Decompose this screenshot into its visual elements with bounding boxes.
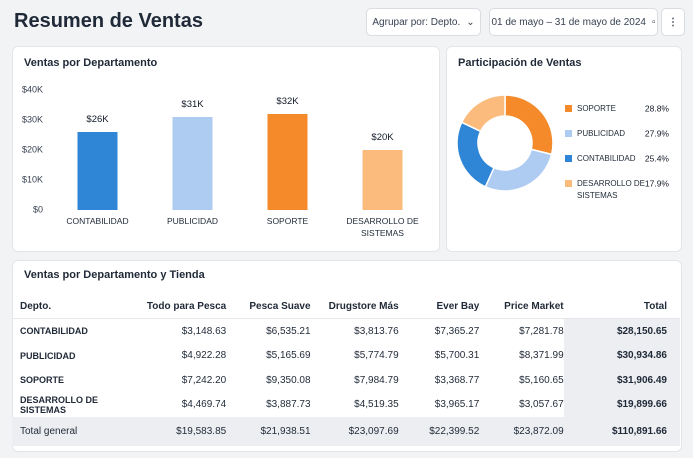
- column-header: Todo para Pesca: [143, 295, 227, 319]
- donut-title: Participación de Ventas: [458, 57, 582, 69]
- table-cell: $7,365.27: [434, 325, 480, 337]
- legend-label: DESARROLLO DE SISTEMAS: [577, 179, 646, 200]
- table-cell: SOPORTE: [20, 375, 65, 386]
- table-cell: $5,774.79: [354, 350, 399, 362]
- legend-swatch: [565, 130, 572, 137]
- table-cell: $4,469.74: [181, 399, 227, 411]
- table-cell: $3,965.17: [434, 399, 480, 411]
- table-cell: PUBLICIDAD: [20, 350, 76, 361]
- total-cell: $22,399.52: [398, 417, 480, 446]
- table-row: DESARROLLO DE SISTEMAS $4,469.74 $3,887.73…: [12, 392, 680, 417]
- table-cell: $7,281.78: [519, 325, 564, 337]
- table-cell: $5,160.65: [519, 374, 564, 386]
- table-row: CONTABILIDAD $3,148.63 $6,535.21 $3,813.76 $…: [12, 318, 680, 344]
- table-cell: $30,934.86: [563, 343, 680, 368]
- group-by-select[interactable]: Agrupar por: Depto. ⌄: [366, 8, 481, 36]
- table-title: Ventas por Departamento y Tienda: [24, 269, 205, 281]
- column-header: Price Market: [479, 295, 564, 319]
- table-cell: $5,165.69: [266, 350, 311, 362]
- legend-label: PUBLICIDAD: [577, 129, 626, 138]
- table-cell: $31,906.49: [563, 368, 680, 393]
- legend-label: SOPORTE: [577, 104, 616, 113]
- table-cell: $3,887.73: [266, 399, 311, 411]
- table-cell: $7,242.20: [181, 374, 227, 386]
- legend-value: 28.8%: [645, 103, 670, 113]
- date-range-picker[interactable]: 01 de mayo – 31 de mayo de 2024 ▫: [489, 8, 658, 36]
- bar-title: Ventas por Departamento: [24, 57, 158, 69]
- legend-swatch: [565, 180, 572, 187]
- legend-label: CONTABILIDAD: [577, 154, 636, 163]
- x-tick-label: PUBLICIDAD: [166, 216, 218, 226]
- legend-value: 17.9%: [645, 178, 670, 188]
- total-cell: Total general: [12, 417, 144, 446]
- table-cell: $3,148.63: [181, 325, 227, 337]
- donut-slice: [484, 148, 553, 192]
- donut-card: [446, 46, 682, 252]
- table-cell: $3,813.76: [354, 325, 399, 337]
- total-cell: $23,097.69: [310, 417, 399, 446]
- table-cell: $4,922.28: [181, 350, 227, 362]
- table-row: PUBLICIDAD $4,922.28 $5,165.69 $5,774.79 $5,…: [12, 343, 680, 368]
- table-cell: $28,150.65: [563, 318, 680, 344]
- donut-slice: [504, 94, 554, 156]
- bar: [77, 132, 118, 210]
- table-cell: $3,368.77: [434, 374, 480, 386]
- table-cell: $9,350.08: [266, 374, 311, 386]
- legend-swatch: [565, 155, 572, 162]
- bar: [172, 117, 213, 210]
- page-title: Resumen de Ventas: [14, 10, 203, 32]
- table-cell: CONTABILIDAD: [20, 326, 88, 337]
- y-tick-label: $0: [33, 204, 43, 214]
- total-cell: $21,938.51: [226, 417, 311, 446]
- table-cell: $4,519.35: [354, 399, 399, 411]
- y-tick-label: $30K: [22, 114, 43, 124]
- table-cell: DESARROLLO DE SISTEMAS: [20, 394, 99, 415]
- table-cell: $6,535.21: [266, 325, 311, 337]
- legend-value: 27.9%: [645, 128, 670, 138]
- table-row: SOPORTE $7,242.20 $9,350.08 $7,984.79 $3,368…: [12, 368, 680, 393]
- legend-swatch: [565, 105, 572, 112]
- bar: [267, 114, 308, 210]
- table-cell: $3,057.67: [519, 399, 564, 411]
- sales-table: Depto. Todo para Pesca Pesca Suave Drugstor…: [12, 295, 680, 446]
- column-header: Ever Bay: [398, 295, 480, 319]
- donut-slice: [456, 121, 495, 188]
- bar-value-label: $20K: [371, 132, 394, 143]
- bar: [362, 150, 403, 210]
- bar-value-label: $32K: [276, 96, 299, 107]
- date-range-text: 01 de mayo – 31 de mayo de 2024: [491, 16, 646, 28]
- x-tick-label: CONTABILIDAD: [66, 216, 129, 226]
- donut-slice: [460, 94, 506, 133]
- column-header: Total: [563, 295, 680, 319]
- y-tick-label: $40K: [22, 84, 43, 94]
- y-tick-label: $20K: [22, 144, 43, 154]
- more-menu[interactable]: ⋮: [661, 8, 685, 36]
- total-cell: $23,872.09: [479, 417, 564, 446]
- bar-value-label: $31K: [181, 99, 204, 110]
- table-cell: $19,899.66: [563, 392, 680, 417]
- table-cell: $5,700.31: [434, 350, 480, 362]
- total-cell: $19,583.85: [143, 417, 227, 446]
- total-cell: $110,891.66: [563, 417, 680, 446]
- bar-value-label: $26K: [86, 114, 109, 125]
- table-cell: $7,984.79: [354, 374, 399, 386]
- legend-value: 25.4%: [645, 153, 670, 163]
- table-cell: $8,371.99: [519, 350, 564, 362]
- column-header: Drugstore Más: [310, 295, 399, 319]
- column-header: Pesca Suave: [226, 295, 311, 319]
- x-tick-label: SOPORTE: [266, 216, 309, 226]
- y-tick-label: $10K: [22, 174, 43, 184]
- group-by-text: Agrupar por: Depto.: [372, 16, 461, 28]
- column-header: Depto.: [12, 295, 144, 319]
- x-tick-label: DESARROLLO DE SISTEMAS: [346, 216, 419, 238]
